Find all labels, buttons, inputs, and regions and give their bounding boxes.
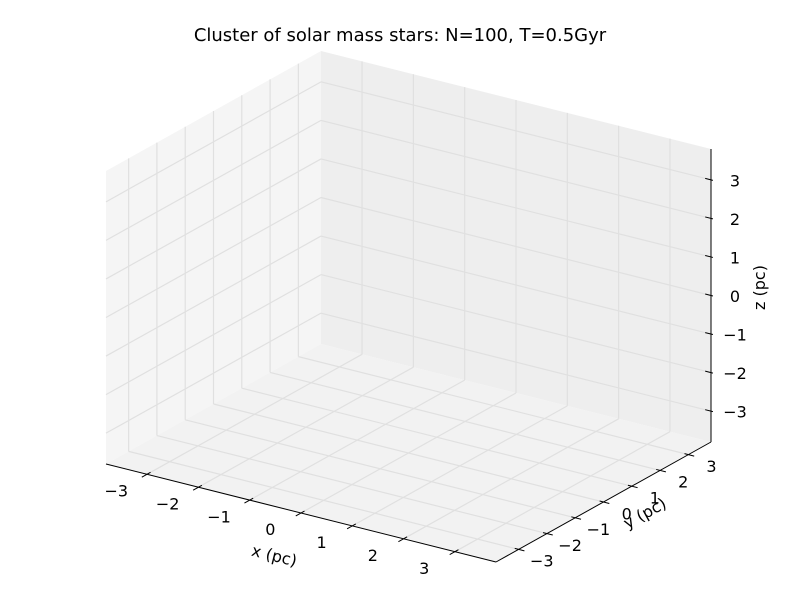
- y-axis-label: y (pc): [620, 494, 669, 533]
- y-tick-label: −3: [530, 552, 554, 571]
- axes-grid: [105, 61, 712, 553]
- y-tick-label: −2: [558, 536, 582, 555]
- x-tick-label: 0: [265, 520, 275, 539]
- y-tick-mark: [599, 500, 610, 504]
- chart-title: Cluster of solar mass stars: N=100, T=0.…: [194, 25, 607, 46]
- back-grid-z: [320, 274, 712, 374]
- x-tick-mark: [398, 536, 408, 543]
- x-tick-label: 2: [368, 546, 378, 565]
- floor-grid-y: [156, 434, 548, 535]
- floor-grid-y: [128, 450, 519, 550]
- z-tick-mark: [705, 332, 714, 336]
- z-tick-mark: [705, 409, 714, 413]
- y-tick-label: 2: [678, 473, 688, 492]
- left-grid-z: [105, 235, 322, 357]
- left-grid-z: [105, 312, 322, 434]
- z-tick-mark: [705, 293, 714, 297]
- back-grid-z: [320, 158, 712, 258]
- back-grid-z: [320, 312, 712, 412]
- y-tick-mark: [571, 516, 582, 520]
- z-tick-label: −2: [723, 364, 747, 383]
- z-tick-label: 2: [730, 210, 740, 229]
- y-tick-label: 0: [622, 504, 632, 523]
- z-tick-mark: [705, 177, 714, 181]
- back-grid-z: [320, 235, 712, 335]
- floor-grid-y: [298, 356, 689, 456]
- z-axis-label: z (pc): [750, 265, 769, 310]
- z-tick-label: 1: [730, 248, 740, 267]
- x-tick-label: 3: [419, 559, 429, 578]
- z-tick-label: −1: [723, 326, 747, 345]
- y-tick-mark: [542, 532, 553, 536]
- left-grid-z: [105, 119, 322, 241]
- z-tick-label: 0: [730, 287, 740, 306]
- axes-panes: [106, 51, 711, 562]
- y-tick-label: 3: [706, 457, 716, 476]
- left-grid-z: [105, 81, 322, 203]
- x-tick-label: −1: [207, 507, 231, 526]
- z-tick-mark: [705, 216, 714, 220]
- x-tick-label: −3: [105, 482, 129, 501]
- y-tick-label: −1: [587, 520, 611, 539]
- x-tick-mark: [449, 549, 459, 556]
- z-tick-mark: [705, 255, 714, 258]
- back-grid-z: [320, 119, 712, 219]
- left-grid-z: [105, 274, 322, 396]
- x-tick-mark: [244, 497, 254, 504]
- z-tick-mark: [705, 370, 714, 374]
- y-tick-mark: [627, 484, 638, 489]
- x-axis-label: x (pc): [250, 541, 299, 571]
- x-tick-label: 1: [317, 533, 327, 552]
- floor-grid-y: [185, 419, 576, 519]
- z-tick-label: 3: [730, 171, 740, 190]
- floor-grid-y: [213, 403, 604, 503]
- x-tick-mark: [346, 523, 357, 530]
- left-grid-z: [105, 196, 322, 319]
- y-tick-mark: [684, 453, 695, 457]
- x-tick-mark: [141, 471, 151, 478]
- y-tick-mark: [656, 468, 667, 473]
- back-grid-z: [320, 196, 712, 297]
- back-grid-z: [320, 81, 712, 181]
- y-tick-label: 1: [650, 489, 660, 508]
- z-tick-label: −3: [723, 403, 747, 422]
- floor-grid-y: [241, 387, 632, 487]
- x-tick-label: −2: [156, 494, 180, 513]
- y-tick-mark: [514, 547, 525, 552]
- x-tick-mark: [295, 510, 305, 517]
- x-tick-mark: [192, 484, 203, 491]
- left-grid-z: [105, 158, 322, 280]
- floor-grid-y: [269, 371, 661, 472]
